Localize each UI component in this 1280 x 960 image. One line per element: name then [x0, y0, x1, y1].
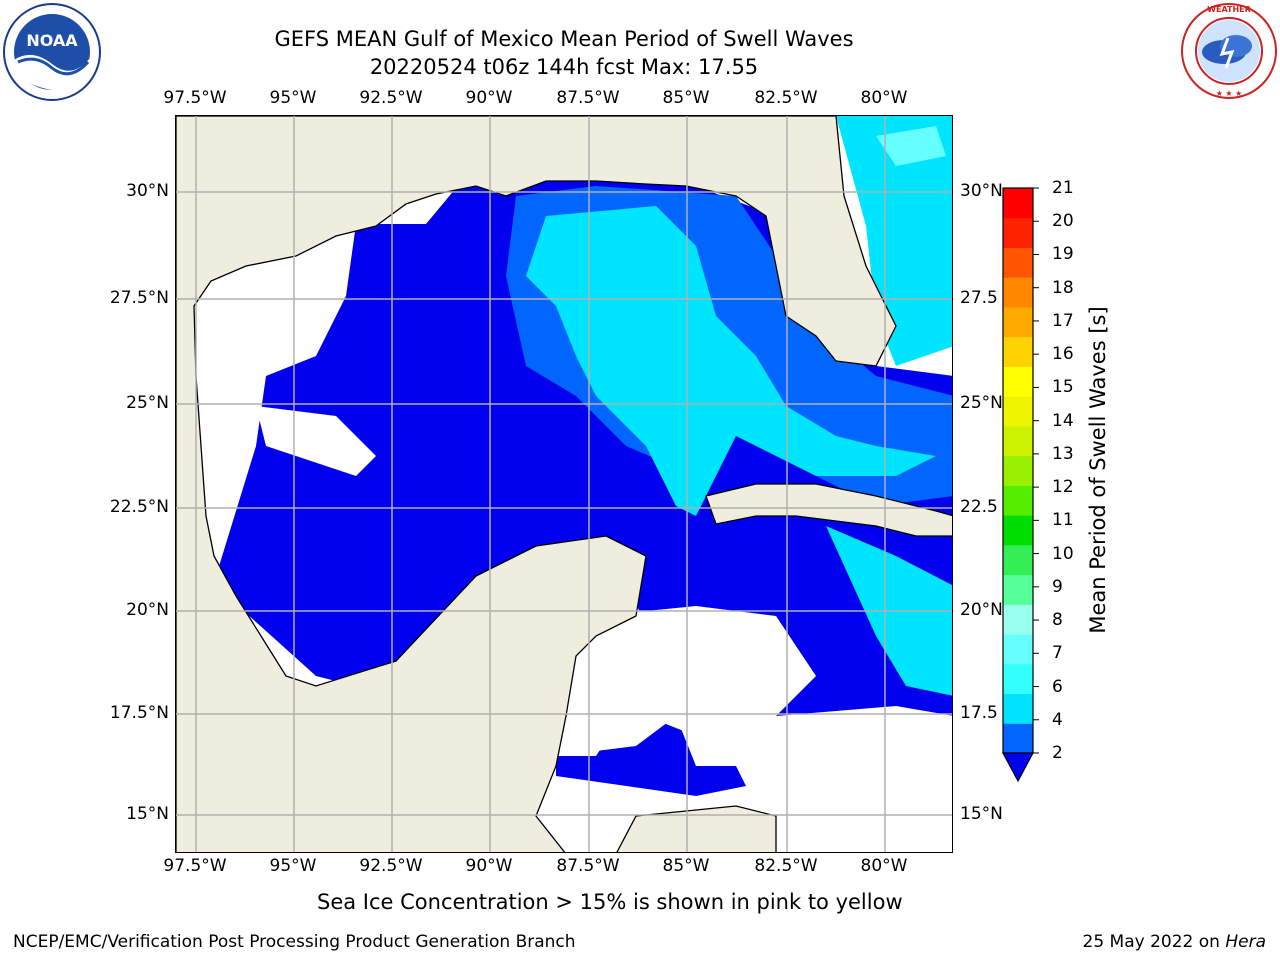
lon-tick-bottom: 92.5°W — [359, 856, 423, 876]
colorbar-segment — [1003, 515, 1033, 546]
lon-tick-bottom: 97.5°W — [163, 856, 227, 876]
colorbar-segment — [1003, 693, 1033, 724]
colorbar-label: 8 — [1052, 610, 1063, 631]
svg-text:WEATHER: WEATHER — [1207, 5, 1251, 14]
lat-tick-left: 17.5°N — [109, 703, 169, 723]
noaa-logo-text: NOAA — [26, 31, 78, 50]
colorbar-label: 20 — [1052, 211, 1074, 232]
colorbar-label: 6 — [1052, 676, 1063, 697]
lat-tick-left: 25°N — [126, 393, 169, 413]
lat-tick-right: 20°N — [960, 600, 1003, 620]
region-cyan — [526, 206, 936, 516]
gridlines — [176, 116, 952, 852]
colorbar-segment — [1003, 425, 1033, 457]
colorbar-segment — [1003, 366, 1033, 397]
noaa-logo-icon: NOAA — [2, 2, 102, 102]
colorbar-label: 2 — [1052, 743, 1063, 763]
colorbar-segment — [1003, 544, 1033, 576]
chart-title: GEFS MEAN Gulf of Mexico Mean Period of … — [274, 27, 854, 51]
nodata-west2 — [256, 406, 376, 476]
colorbar-label: 16 — [1052, 344, 1074, 365]
lat-tick-left: 30°N — [126, 181, 169, 201]
colorbar-segment — [1003, 277, 1033, 308]
colorbar-label: 4 — [1052, 709, 1063, 730]
map-svg — [176, 116, 952, 852]
colorbar-extend-triangle — [1001, 752, 1035, 783]
footer-date-text: 25 May 2022 on — [1082, 932, 1220, 952]
colorbar-label: 21 — [1052, 178, 1074, 198]
colorbar-label: 17 — [1052, 310, 1074, 331]
footer-machine: Hera — [1225, 932, 1266, 952]
period-fill-layer — [194, 116, 952, 852]
region-east-cyan — [836, 116, 952, 366]
colorbar-segment — [1003, 663, 1033, 695]
lat-tick-left: 15°N — [126, 804, 169, 824]
land-north-america — [176, 116, 897, 852]
lat-tick-right: 30°N — [960, 181, 1003, 201]
colorbar-label: 14 — [1052, 410, 1074, 431]
colorbar-segment — [1003, 188, 1033, 219]
land-central-america — [616, 805, 777, 852]
colorbar-segment — [1003, 306, 1033, 338]
lon-tick-bottom: 80°W — [860, 856, 908, 876]
lon-tick-top: 97.5°W — [163, 88, 227, 108]
land-cuba — [705, 483, 952, 537]
colorbar-label: 11 — [1052, 510, 1074, 531]
lat-tick-right: 17.5 — [960, 703, 998, 723]
nodata-se — [736, 816, 952, 852]
colorbar-label: 15 — [1052, 377, 1074, 398]
nws-logo-icon: WEATHER ★ ★ ★ — [1180, 2, 1278, 100]
lat-tick-left: 22.5°N — [109, 497, 169, 517]
chart-subtitle: 20220524 t06z 144h fcst Max: 17.55 — [369, 55, 759, 79]
colorbar-segment — [1003, 217, 1033, 248]
colorbar-label: 12 — [1052, 477, 1074, 498]
sea-ice-note: Sea Ice Concentration > 15% is shown in … — [317, 890, 903, 914]
lon-tick-top: 80°W — [860, 88, 908, 108]
colorbar-segment — [1003, 634, 1033, 665]
colorbar-label: 19 — [1052, 244, 1074, 265]
lon-tick-top: 87.5°W — [556, 88, 620, 108]
footer-date: 25 May 2022 on Hera — [1083, 932, 1267, 952]
colorbar-label: 7 — [1052, 643, 1063, 664]
lon-tick-top: 90°W — [465, 88, 513, 108]
colorbar-label: 9 — [1052, 576, 1063, 597]
lat-tick-right: 27.5 — [960, 288, 998, 308]
colorbar-segment — [1003, 396, 1033, 427]
lat-tick-right: 22.5 — [960, 497, 998, 517]
colorbar-title: Mean Period of Swell Waves [s] — [1086, 306, 1110, 634]
lon-tick-bottom: 90°W — [465, 856, 513, 876]
colorbar-label: 13 — [1052, 443, 1074, 464]
nodata-west — [194, 224, 356, 576]
lat-tick-left: 27.5°N — [109, 288, 169, 308]
svg-text:★ ★ ★: ★ ★ ★ — [1216, 89, 1243, 98]
lat-tick-right: 15°N — [960, 804, 1003, 824]
colorbar-segment — [1003, 336, 1033, 367]
colorbar-segment — [1003, 247, 1033, 278]
lat-tick-left: 20°N — [126, 600, 169, 620]
colorbar-segment — [1003, 723, 1033, 754]
lon-tick-bottom: 82.5°W — [754, 856, 818, 876]
lon-tick-top: 82.5°W — [754, 88, 818, 108]
colorbar-label: 10 — [1052, 543, 1074, 564]
region-caribbean-blue — [556, 716, 746, 796]
lon-tick-bottom: 95°W — [269, 856, 317, 876]
region-light-cyan — [876, 126, 946, 166]
colorbar-segment — [1003, 574, 1033, 605]
nodata-yucatan-east — [596, 606, 816, 736]
lon-tick-bottom: 87.5°W — [556, 856, 620, 876]
colorbar-segment — [1003, 604, 1033, 635]
colorbar-label: 18 — [1052, 277, 1074, 298]
colorbar-segment — [1003, 485, 1033, 516]
lon-tick-top: 92.5°W — [359, 88, 423, 108]
lon-tick-top: 85°W — [662, 88, 710, 108]
footer-branch: NCEP/EMC/Verification Post Processing Pr… — [13, 932, 576, 952]
lon-tick-bottom: 85°W — [662, 856, 710, 876]
map-panel — [175, 115, 953, 853]
lat-tick-right: 25°N — [960, 393, 1003, 413]
colorbar-segment — [1003, 455, 1033, 486]
land-layer — [176, 116, 952, 852]
lon-tick-top: 95°W — [269, 88, 317, 108]
colorbar — [1001, 187, 1039, 783]
